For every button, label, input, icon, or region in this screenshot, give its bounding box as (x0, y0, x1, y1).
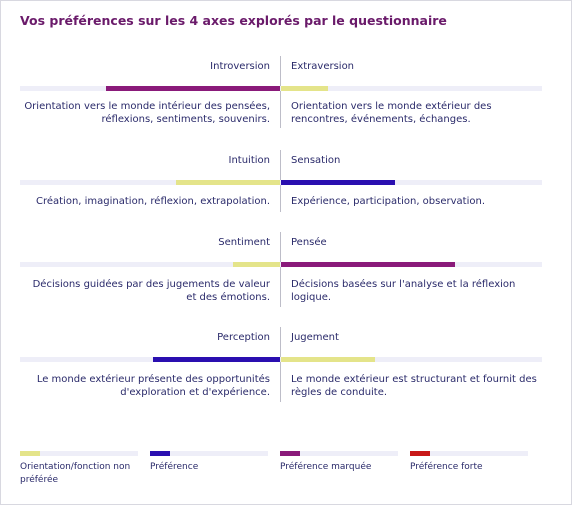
legend-label: Préférence marquée (280, 462, 372, 472)
axis-left-bar (153, 357, 280, 362)
axis-intuition-sensation: Intuition Sensation Création, imaginatio… (20, 150, 542, 212)
axis-left-description: Le monde extérieur présente des opportun… (36, 374, 270, 398)
axis-left-label: Intuition (228, 155, 270, 166)
axis-right-description: Le monde extérieur est structurant et fo… (291, 374, 537, 398)
page-title: Vos préférences sur les 4 axes explorés … (20, 13, 447, 28)
axis-right-description: Expérience, participation, observation. (291, 196, 485, 207)
axis-left-bar (233, 262, 280, 267)
axis-introversion-extraversion: Introversion Extraversion Orientation ve… (20, 56, 542, 128)
axis-right-bar (281, 86, 328, 91)
axis-left-description: Création, imagination, réflexion, extrap… (35, 196, 270, 207)
axis-left-bar (176, 180, 280, 185)
axis-right-bar (281, 180, 395, 185)
axis-left-description: Décisions guidées par des jugements de v… (32, 279, 270, 303)
legend-label: Préférence (150, 462, 199, 472)
legend-track (150, 451, 268, 456)
legend-swatch (150, 451, 170, 456)
axis-left-label: Introversion (210, 61, 270, 72)
axis-right-bar (281, 357, 375, 362)
axis-left-label: Perception (217, 332, 270, 343)
axis-right-description: Décisions basées sur l'analyse et la réf… (291, 279, 516, 303)
legend-track (410, 451, 528, 456)
axis-right-label: Sensation (291, 155, 341, 166)
legend-swatch (410, 451, 430, 456)
axis-left-label: Sentiment (218, 237, 270, 248)
legend-track (20, 451, 138, 456)
axis-divider (280, 56, 281, 128)
legend-label: Préférence forte (410, 462, 483, 472)
axis-right-label: Extraversion (291, 61, 355, 72)
axis-right-label: Jugement (291, 332, 339, 343)
axis-right-description: Orientation vers le monde extérieur des … (291, 101, 492, 125)
axis-divider (280, 327, 281, 402)
axis-right-label: Pensée (291, 237, 327, 248)
legend-swatch (20, 451, 40, 456)
axis-left-description: Orientation vers le monde intérieur des … (24, 101, 270, 125)
legend-swatch (280, 451, 300, 456)
axis-divider (280, 232, 281, 307)
axis-right-bar (281, 262, 455, 267)
axis-left-bar (106, 86, 280, 91)
axis-perception-jugement: Perception Jugement Le monde extérieur p… (20, 327, 542, 402)
axis-sentiment-pensee: Sentiment Pensée Décisions guidées par d… (20, 232, 542, 307)
legend-label: Orientation/fonction non préférée (20, 462, 131, 485)
legend-track (280, 451, 398, 456)
